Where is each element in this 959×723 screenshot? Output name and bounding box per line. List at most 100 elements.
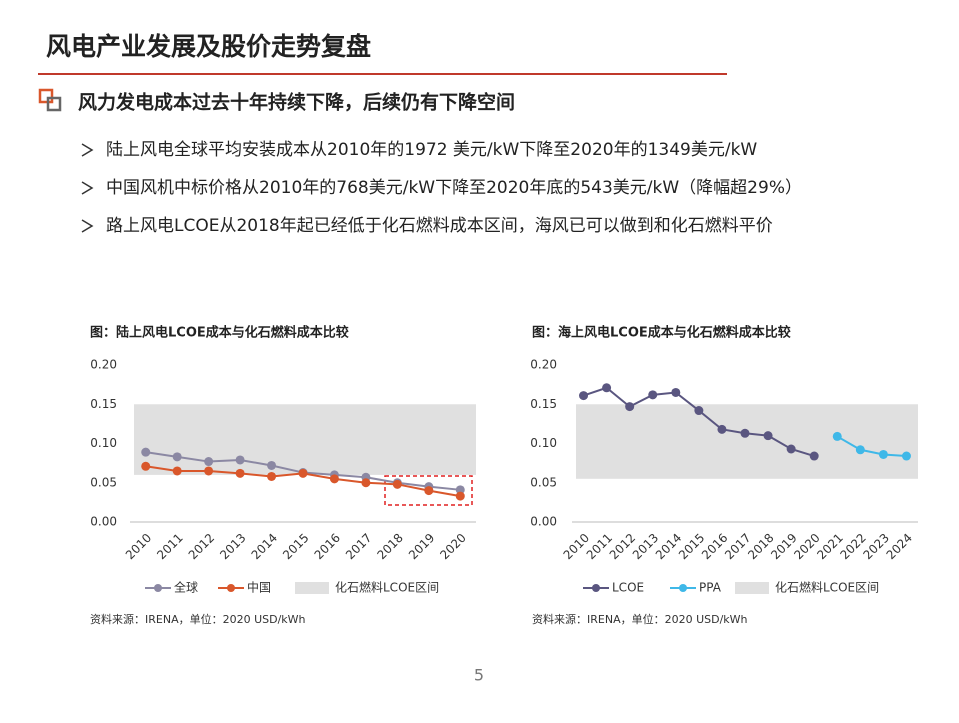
x-tick-label: 2020 (437, 531, 468, 562)
data-point (172, 466, 182, 476)
legend-label: 化石燃料LCOE区间 (775, 580, 879, 595)
data-point (855, 445, 865, 455)
bullet-text: 陆上风电全球平均安装成本从2010年的1972 美元/kW下降至2020年的13… (106, 140, 757, 160)
icon (46, 96, 62, 112)
data-point (392, 479, 402, 489)
legend-swatch (592, 584, 600, 592)
x-tick-label: 2018 (374, 531, 405, 562)
bullet-list: 陆上风电全球平均安装成本从2010年的1972 美元/kW下降至2020年的13… (81, 140, 802, 236)
x-tick-label: 2011 (584, 531, 615, 562)
x-tick-label: 2012 (186, 531, 217, 562)
legend-label: LCOE (612, 581, 644, 595)
subtitle: 风力发电成本过去十年持续下降，后续仍有下降空间 (78, 91, 515, 114)
data-point (204, 466, 214, 476)
bullet-text: 中国风机中标价格从2010年的768美元/kW下降至2020年底的543美元/k… (106, 178, 802, 198)
legend-swatch (227, 584, 235, 592)
legend-swatch (154, 584, 162, 592)
data-point (832, 431, 842, 441)
x-tick-label: 2024 (884, 531, 915, 562)
data-point (878, 449, 888, 459)
x-tick-label: 2011 (154, 531, 185, 562)
series-line (836, 435, 907, 458)
data-point (717, 424, 727, 434)
data-point (740, 428, 750, 438)
x-tick-label: 2016 (699, 531, 730, 562)
x-tick-label: 2017 (343, 531, 374, 562)
range-band (576, 404, 918, 479)
data-point (579, 391, 589, 401)
data-point (455, 485, 465, 495)
data-point (786, 444, 796, 454)
bullet-arrow (81, 181, 94, 195)
data-point (298, 468, 308, 478)
x-tick-label: 2020 (791, 531, 822, 562)
data-point (235, 468, 245, 478)
x-tick-label: 2018 (745, 531, 776, 562)
legend-label: 化石燃料LCOE区间 (335, 580, 439, 595)
x-tick-label: 2017 (722, 531, 753, 562)
y-tick-label: 0.10 (530, 436, 557, 450)
bullet-text: 路上风电LCOE从2018年起已经低于化石燃料成本区间，海风已可以做到和化石燃料… (106, 216, 773, 236)
data-point (235, 455, 245, 465)
x-tick-label: 2013 (630, 531, 661, 562)
x-tick-label: 2010 (561, 531, 592, 562)
x-tick-label: 2023 (860, 531, 891, 562)
y-tick-label: 0.20 (90, 358, 117, 372)
data-point (267, 460, 277, 470)
x-tick-label: 2019 (406, 531, 437, 562)
data-point (204, 457, 214, 467)
data-point (901, 451, 911, 461)
data-point (141, 461, 151, 471)
y-tick-label: 0.05 (90, 475, 117, 489)
bullet-arrow (81, 219, 94, 233)
source-note: 资料来源：IRENA，单位：2020 USD/kWh (90, 612, 306, 626)
x-tick-label: 2022 (837, 531, 868, 562)
y-tick-label: 0.15 (530, 397, 557, 411)
legend-swatch (735, 582, 769, 594)
x-tick-label: 2015 (676, 531, 707, 562)
data-point (763, 431, 773, 441)
data-point (141, 447, 151, 457)
x-tick-label: 2021 (814, 531, 845, 562)
x-tick-label: 2014 (249, 531, 280, 562)
x-tick-label: 2013 (217, 531, 248, 562)
icon (38, 88, 54, 104)
y-tick-label: 0.00 (90, 515, 117, 529)
x-tick-label: 2012 (607, 531, 638, 562)
page-number: 5 (474, 666, 484, 685)
data-point (329, 474, 339, 484)
x-tick-label: 2010 (123, 531, 154, 562)
x-tick-label: 2016 (312, 531, 343, 562)
chart-title: 图：陆上风电LCOE成本与化石燃料成本比较 (90, 325, 349, 341)
y-tick-label: 0.15 (90, 397, 117, 411)
data-point (602, 383, 612, 393)
y-tick-label: 0.00 (530, 515, 557, 529)
data-point (267, 471, 277, 481)
legend-swatch (679, 584, 687, 592)
legend-swatch (295, 582, 329, 594)
data-point (648, 390, 658, 400)
legend-label: 中国 (247, 580, 271, 595)
chart-title: 图：海上风电LCOE成本与化石燃料成本比较 (532, 325, 791, 341)
y-tick-label: 0.20 (530, 358, 557, 372)
data-point (361, 478, 371, 488)
y-tick-label: 0.10 (90, 436, 117, 450)
x-tick-label: 2015 (280, 531, 311, 562)
y-tick-label: 0.05 (530, 475, 557, 489)
highlight-box (384, 475, 473, 506)
x-tick-label: 2014 (653, 531, 684, 562)
data-point (809, 451, 819, 461)
data-point (625, 402, 635, 412)
data-point (455, 491, 465, 501)
range-band (134, 404, 476, 475)
legend-label: PPA (699, 581, 722, 595)
x-tick-label: 2019 (768, 531, 799, 562)
data-point (671, 387, 681, 397)
data-point (424, 486, 434, 496)
source-note: 资料来源：IRENA，单位：2020 USD/kWh (532, 612, 748, 626)
bullet-arrow (81, 143, 94, 157)
data-point (694, 406, 704, 416)
slide-title: 风电产业发展及股价走势复盘 (46, 32, 371, 61)
legend-label: 全球 (174, 580, 198, 595)
